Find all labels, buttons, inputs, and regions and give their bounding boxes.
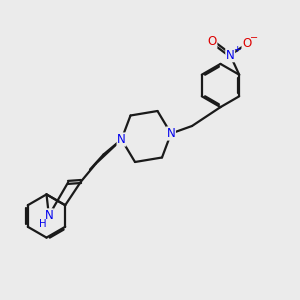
Text: N: N: [167, 127, 176, 140]
Text: N: N: [226, 49, 235, 62]
Text: N: N: [44, 209, 53, 222]
Text: H: H: [39, 219, 46, 230]
Text: −: −: [250, 33, 258, 43]
Text: O: O: [208, 35, 217, 48]
Text: O: O: [242, 37, 251, 50]
Text: +: +: [233, 45, 241, 54]
Text: N: N: [117, 133, 126, 146]
